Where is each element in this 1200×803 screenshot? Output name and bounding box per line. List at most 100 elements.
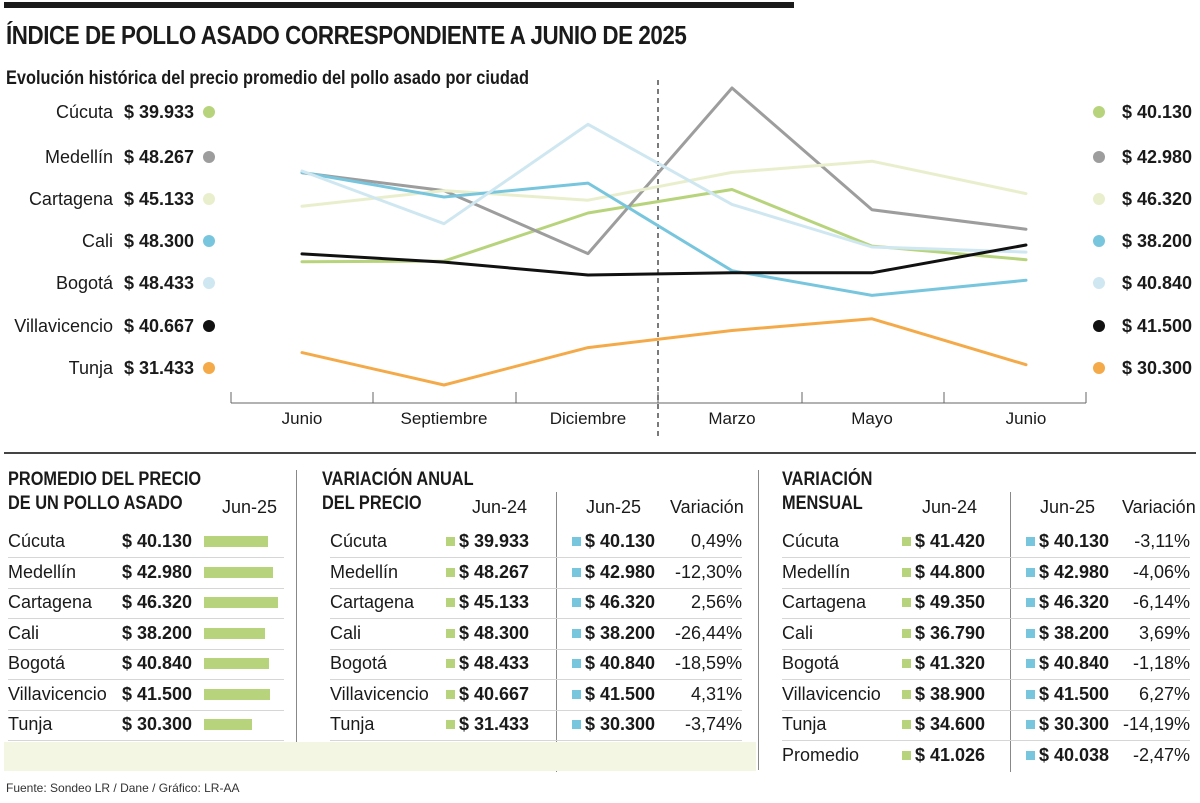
- panel1-row-divider: [8, 587, 284, 589]
- panel2-jun24-value: $ 48.300: [446, 623, 529, 644]
- panel3-jun25-value: $ 46.320: [1026, 592, 1109, 613]
- panel3-jun24-value: $ 44.800: [902, 562, 985, 583]
- panel3-jun25-marker: [1026, 720, 1035, 729]
- panel1-value: $ 40.840: [122, 653, 193, 673]
- panel2-city: Cúcuta: [330, 531, 388, 551]
- panel2-jun24-value: $ 40.667: [446, 684, 529, 705]
- legend-dot-villavicencio: [203, 320, 215, 332]
- panel2-city: Cali: [330, 622, 362, 643]
- legend-start-value: $ 45.133: [124, 189, 194, 209]
- panel2-col-variacion: Variación: [670, 497, 744, 517]
- panel2-jun25-text: $ 41.500: [585, 683, 656, 704]
- panel2-jun24-text: $ 40.667: [459, 683, 530, 704]
- panel3-jun25-text: $ 38.200: [1039, 622, 1110, 643]
- panel3-col-divider: [1010, 492, 1011, 772]
- panel2-jun25-text: $ 30.300: [585, 714, 656, 734]
- panel3-jun25-text: $ 40.840: [1039, 653, 1110, 673]
- panel3-city: Tunja: [782, 714, 827, 734]
- panel2-jun24-marker: [446, 720, 455, 729]
- panel2-jun25-value: $ 42.980: [572, 562, 655, 583]
- panel3-jun24-text: $ 41.320: [915, 653, 986, 673]
- panel1-city: Villavicencio: [8, 683, 107, 704]
- line-chart: Junio Septiembre Diciembre Marzo Mayo Junio Cú…: [14, 80, 1192, 440]
- panel2-jun25-value: $ 41.500: [572, 684, 655, 705]
- panel3-jun24-value: $ 49.350: [902, 592, 985, 613]
- panel3-row: Tunja $ 34.600 $ 30.300 -14,19%: [782, 710, 1190, 740]
- panel2-jun25-text: $ 42.980: [585, 561, 656, 582]
- panel2-city: Cartagena: [330, 592, 415, 612]
- panel2-jun25-value: $ 38.200: [572, 623, 655, 644]
- panel3-jun25-marker: [1026, 628, 1035, 638]
- legend-start-value: $ 48.433: [124, 273, 194, 293]
- panel3-row: Medellín $ 44.800 $ 42.980 -4,06%: [782, 558, 1190, 588]
- series-line-cali: [300, 170, 1028, 297]
- legend-end-value: $ 42.980: [1122, 147, 1192, 167]
- panel1-row: Cartagena $ 46.320: [8, 588, 288, 618]
- panel3-title-line1: VARIACIÓN: [782, 469, 873, 490]
- panel1-bar: [204, 627, 265, 639]
- panel2-row-divider: [330, 679, 742, 680]
- panel2-variation: 4,31%: [690, 683, 742, 704]
- panel2-jun24-marker: [446, 628, 455, 638]
- panel3-title: VARIACIÓN MENSUAL: [782, 468, 872, 516]
- panel3-col-jun25: Jun-25: [1040, 497, 1096, 517]
- panel2-jun24-text: $ 48.267: [459, 561, 530, 582]
- panel1-row: Tunja $ 30.300: [8, 710, 288, 740]
- panel2-variation: -26,44%: [674, 622, 742, 643]
- panel3-jun24-text: $ 36.790: [915, 622, 986, 643]
- panel3-row: Promedio $ 41.026 $ 40.038 -2,47%: [782, 741, 1190, 771]
- panel3-variation: 6,27%: [1138, 683, 1190, 704]
- panel2-city: Bogotá: [330, 653, 388, 673]
- panel3-city: Medellín: [782, 561, 851, 582]
- panel2-row-divider: [330, 557, 742, 558]
- panel-divider-1: [296, 470, 297, 770]
- panel3-jun24-marker: [902, 598, 911, 607]
- legend-end-value: $ 40.840: [1122, 273, 1192, 293]
- promedio-highlight: [4, 741, 756, 771]
- panel3-jun25-text: $ 40.038: [1039, 744, 1110, 765]
- panel3-row: Cartagena $ 49.350 $ 46.320 -6,14%: [782, 588, 1190, 618]
- panel3-row: Cúcuta $ 41.420 $ 40.130 -3,11%: [782, 527, 1190, 557]
- panel3-jun24-text: $ 34.600: [915, 714, 986, 734]
- panel3-jun25-marker: [1026, 537, 1035, 546]
- panel2-jun24-text: $ 45.133: [459, 592, 530, 612]
- top-rule: [4, 2, 794, 8]
- panel3-jun25-text: $ 46.320: [1039, 592, 1110, 612]
- panel3-jun24-value: $ 36.790: [902, 623, 985, 644]
- panel3-row-divider: [782, 618, 1190, 619]
- panel1-row: Cali $ 38.200: [8, 619, 288, 649]
- panel3-city: Villavicencio: [782, 683, 881, 704]
- panel3-jun25-marker: [1026, 689, 1035, 699]
- panel2-variation: 2,56%: [690, 592, 742, 612]
- panel3-jun24-marker: [902, 659, 911, 668]
- panel1-title: PROMEDIO DEL PRECIO DE UN POLLO ASADO: [8, 468, 201, 516]
- panel3-row: Cali $ 36.790 $ 38.200 3,69%: [782, 619, 1190, 649]
- panel2-jun25-marker: [572, 659, 581, 668]
- legend-city-label: Bogotá: [56, 273, 114, 293]
- panel3-jun24-marker: [902, 567, 911, 577]
- panel3-jun25-value: $ 42.980: [1026, 562, 1109, 583]
- legend-end-dot-cucuta: [1093, 106, 1105, 118]
- source-note: Fuente: Sondeo LR / Dane / Gráfico: LR-A…: [6, 781, 240, 795]
- panel3-city: Bogotá: [782, 653, 840, 673]
- legend-end-value: $ 46.320: [1122, 189, 1192, 209]
- panel2-variation: -18,59%: [674, 653, 742, 673]
- panel3-jun25-value: $ 40.840: [1026, 653, 1109, 674]
- panel2-jun24-marker: [446, 537, 455, 546]
- legend-end-value: $ 30.300: [1122, 358, 1192, 378]
- panel2-jun25-marker: [572, 720, 581, 729]
- panel2-jun24-value: $ 45.133: [446, 592, 529, 613]
- panel2-jun25-text: $ 40.130: [585, 531, 656, 551]
- panel2-jun24-value: $ 48.433: [446, 653, 529, 674]
- series-line-villavicencio: [300, 243, 1028, 277]
- panel2-title-line2: DEL PRECIO: [322, 493, 422, 514]
- x-tick-label: Junio: [282, 409, 323, 428]
- panel3-jun24-text: $ 44.800: [915, 561, 986, 582]
- x-tick-label: Marzo: [708, 409, 755, 428]
- legend-city-label: Villavicencio: [14, 316, 113, 336]
- panel3-city: Promedio: [782, 744, 860, 765]
- panel2-col-jun25: Jun-25: [586, 497, 642, 517]
- panel3-jun25-text: $ 40.130: [1039, 531, 1110, 551]
- panel2-jun25-value: $ 40.840: [572, 653, 655, 674]
- panel3-row-divider: [782, 709, 1190, 711]
